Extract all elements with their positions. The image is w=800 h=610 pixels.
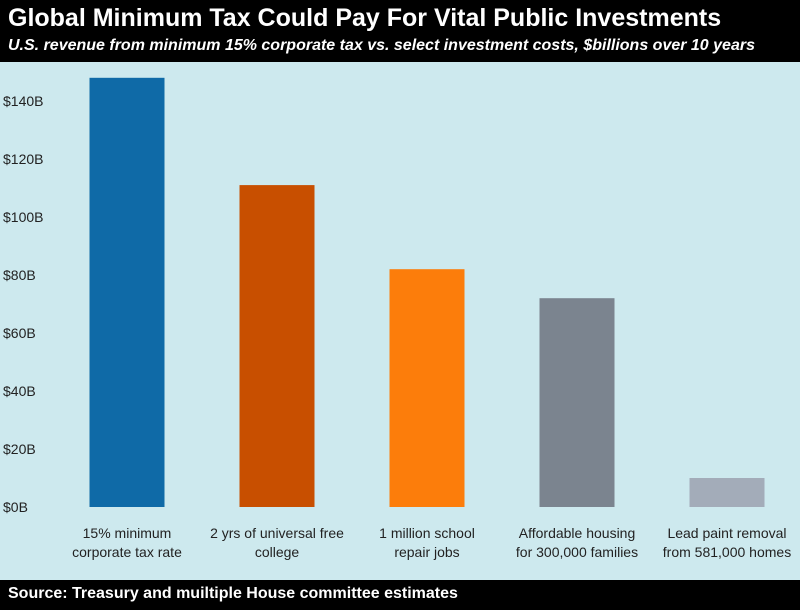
y-tick-label: $80B: [3, 267, 36, 283]
bars: [89, 77, 765, 508]
bar: [689, 478, 765, 507]
x-tick-label: for 300,000 families: [516, 544, 638, 560]
x-tick-label: 2 yrs of universal free: [210, 525, 344, 541]
chart-header: Global Minimum Tax Could Pay For Vital P…: [0, 0, 800, 62]
chart-subtitle: U.S. revenue from minimum 15% corporate …: [8, 37, 755, 54]
y-tick-label: $120B: [3, 151, 43, 167]
x-tick-label: Affordable housing: [519, 525, 636, 541]
y-axis: $0B $20B $40B $60B $80B $100B $120B $140B: [3, 93, 43, 515]
x-tick-label: Lead paint removal: [667, 525, 786, 541]
chart-title: Global Minimum Tax Could Pay For Vital P…: [8, 4, 722, 32]
y-tick-label: $100B: [3, 209, 43, 225]
x-tick-label: from 581,000 homes: [663, 544, 791, 560]
x-tick-label: 15% minimum: [83, 525, 172, 541]
x-tick-label: college: [255, 544, 300, 560]
y-tick-label: $140B: [3, 93, 43, 109]
x-tick-label: corporate tax rate: [72, 544, 182, 560]
chart-footer: Source: Treasury and muiltiple House com…: [0, 580, 800, 610]
bar: [89, 77, 165, 508]
plot-area: $0B $20B $40B $60B $80B $100B $120B $140B 15% m…: [0, 62, 800, 580]
y-tick-label: $60B: [3, 325, 36, 341]
y-tick-label: $20B: [3, 441, 36, 457]
bar: [389, 269, 465, 507]
y-tick-label: $0B: [3, 499, 28, 515]
bar-chart: $0B $20B $40B $60B $80B $100B $120B $140B 15% m…: [3, 77, 791, 560]
bar: [239, 185, 315, 507]
x-axis: 15% minimum corporate tax rate 2 yrs of un…: [72, 525, 791, 560]
x-tick-label: 1 million school: [379, 525, 475, 541]
source-note: Source: Treasury and muiltiple House com…: [8, 585, 458, 602]
x-tick-label: repair jobs: [394, 544, 459, 560]
y-tick-label: $40B: [3, 383, 36, 399]
bar: [539, 298, 615, 507]
